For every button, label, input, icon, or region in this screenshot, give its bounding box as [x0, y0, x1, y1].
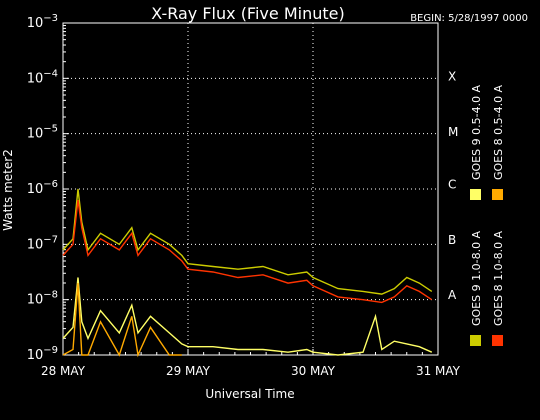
y-axis-label: Watts meter2: [1, 149, 15, 231]
x-tick-label-0: 28 MAY: [41, 364, 86, 378]
legend-swatch-3: [492, 189, 503, 200]
y-tick-label-4: 10−5: [27, 124, 58, 142]
y-tick-label-6: 10−3: [27, 13, 58, 31]
series-lines: [62, 188, 433, 358]
flare-class-b: B: [448, 233, 456, 247]
legend-label-3: GOES 8 0.5-4.0 A: [492, 84, 505, 180]
x-tick-label-2: 30 MAY: [291, 364, 336, 378]
x-tick-label-3: 31 MAY: [416, 364, 461, 378]
y-tick-label-5: 10−4: [27, 68, 58, 86]
y-tick-label-3: 10−6: [27, 179, 58, 197]
flare-class-a: A: [448, 288, 457, 302]
series-line-3: [62, 283, 182, 358]
grid-lines: [63, 23, 438, 355]
flare-class-m: M: [448, 125, 458, 139]
y-axis-ticks: 10−9 10−8 10−7 10−6 10−5 10−4 10−3: [27, 13, 69, 363]
flare-class-c: C: [448, 177, 456, 191]
series-line-0: [62, 188, 433, 295]
y-tick-label-2: 10−7: [27, 234, 58, 252]
begin-label: BEGIN: 5/28/1997 0000: [410, 13, 528, 24]
y-tick-label-1: 10−8: [27, 290, 58, 308]
legend-swatch-1: [492, 335, 503, 346]
legend-label-2: GOES 9 0.5-4.0 A: [470, 84, 483, 180]
series-line-2: [62, 277, 433, 356]
chart-title: X-Ray Flux (Five Minute): [151, 4, 344, 23]
x-tick-label-1: 29 MAY: [166, 364, 211, 378]
y-tick-label-0: 10−9: [27, 345, 58, 363]
x-axis-ticks: 28 MAY 29 MAY 30 MAY 31 MAY: [41, 349, 461, 378]
series-line-1: [62, 200, 433, 304]
legend-swatch-2: [470, 189, 481, 200]
x-axis-label: Universal Time: [205, 387, 294, 401]
flare-class-labels: A B C M X: [448, 70, 458, 303]
legend-swatch-0: [470, 335, 481, 346]
legend-label-0: GOES 9 1.0-8.0 A: [470, 230, 483, 326]
flare-class-x: X: [448, 70, 456, 84]
legend: GOES 9 1.0-8.0 A GOES 9 0.5-4.0 A GOES 8 1…: [470, 84, 505, 346]
legend-label-1: GOES 8 1.0-8.0 A: [492, 230, 505, 326]
